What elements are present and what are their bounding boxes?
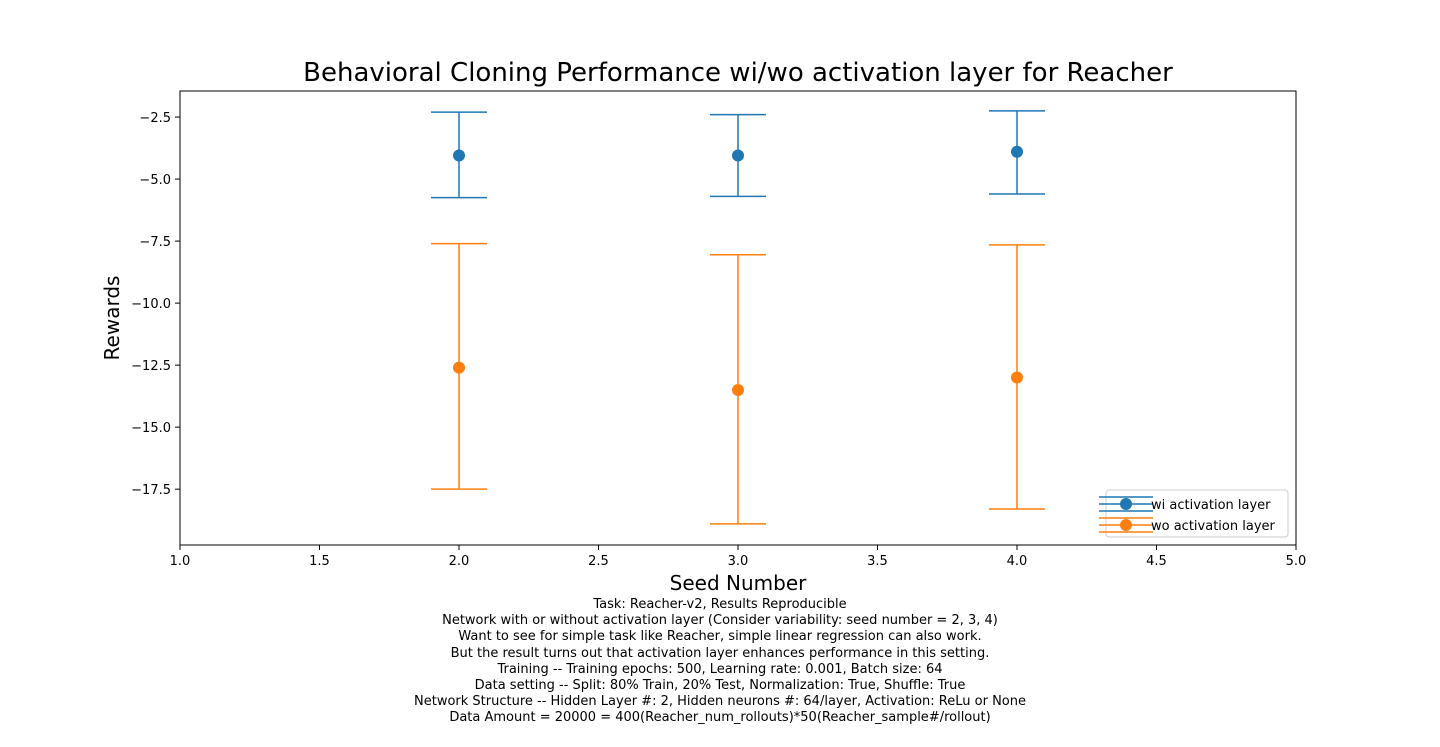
y-tick-label: −7.5	[139, 235, 171, 250]
caption-line: Task: Reacher-v2, Results Reproducible	[593, 597, 847, 612]
caption-line: Want to see for simple task like Reacher…	[458, 629, 982, 645]
data-point	[1011, 371, 1023, 384]
y-tick-label: −10.0	[131, 297, 171, 312]
y-tick-label: −17.5	[131, 483, 171, 498]
y-axis: −2.5 −5.0 −7.5 −10.0 −12.5 −15.0 −17.5	[131, 111, 180, 498]
caption-line: Network with or without activation layer…	[442, 613, 998, 629]
caption-line: Training -- Training epochs: 500, Learni…	[497, 661, 943, 677]
legend-marker	[1120, 519, 1132, 531]
legend-label: wo activation layer	[1151, 519, 1276, 534]
legend-label: wi activation layer	[1151, 498, 1271, 513]
data-point	[453, 149, 465, 162]
x-tick-label: 3.5	[867, 554, 888, 569]
x-tick-label: 1.5	[309, 554, 330, 569]
x-axis: 1.0 1.5 2.0 2.5 3.0 3.5 4.0 4.5 5.0	[170, 545, 1307, 569]
y-tick-label: −12.5	[131, 359, 171, 374]
chart-title: Behavioral Cloning Performance wi/wo act…	[303, 58, 1173, 88]
data-point	[1011, 145, 1023, 158]
data-marks	[431, 110, 1045, 525]
x-tick-label: 4.0	[1007, 554, 1028, 569]
caption-line: Data setting -- Split: 80% Train, 20% Te…	[474, 678, 966, 694]
caption-line: Network Structure -- Hidden Layer #: 2, …	[414, 694, 1026, 710]
caption-line: But the result turns out that activation…	[450, 645, 990, 661]
y-tick-label: −2.5	[139, 111, 171, 126]
x-tick-label: 1.0	[170, 554, 191, 569]
x-tick-label: 3.0	[728, 554, 749, 569]
x-tick-label: 4.5	[1146, 554, 1167, 569]
x-tick-label: 5.0	[1286, 554, 1307, 569]
legend-marker	[1120, 498, 1132, 510]
caption-line: Data Amount = 20000 = 400(Reacher_num_ro…	[449, 710, 991, 726]
x-tick-label: 2.0	[449, 554, 470, 569]
data-point	[732, 149, 744, 162]
y-tick-label: −15.0	[131, 421, 171, 436]
data-point	[732, 383, 744, 396]
x-tick-label: 2.5	[588, 554, 609, 569]
y-tick-label: −5.0	[139, 173, 171, 188]
caption: Task: Reacher-v2, Results Reproducible N…	[0, 597, 1440, 727]
x-axis-label: Seed Number	[670, 571, 807, 595]
y-axis-label: Rewards	[100, 276, 124, 361]
data-point	[453, 361, 465, 374]
chart: Behavioral Cloning Performance wi/wo act…	[100, 58, 1307, 595]
legend: wi activation layer wo activation layer	[1099, 489, 1289, 538]
